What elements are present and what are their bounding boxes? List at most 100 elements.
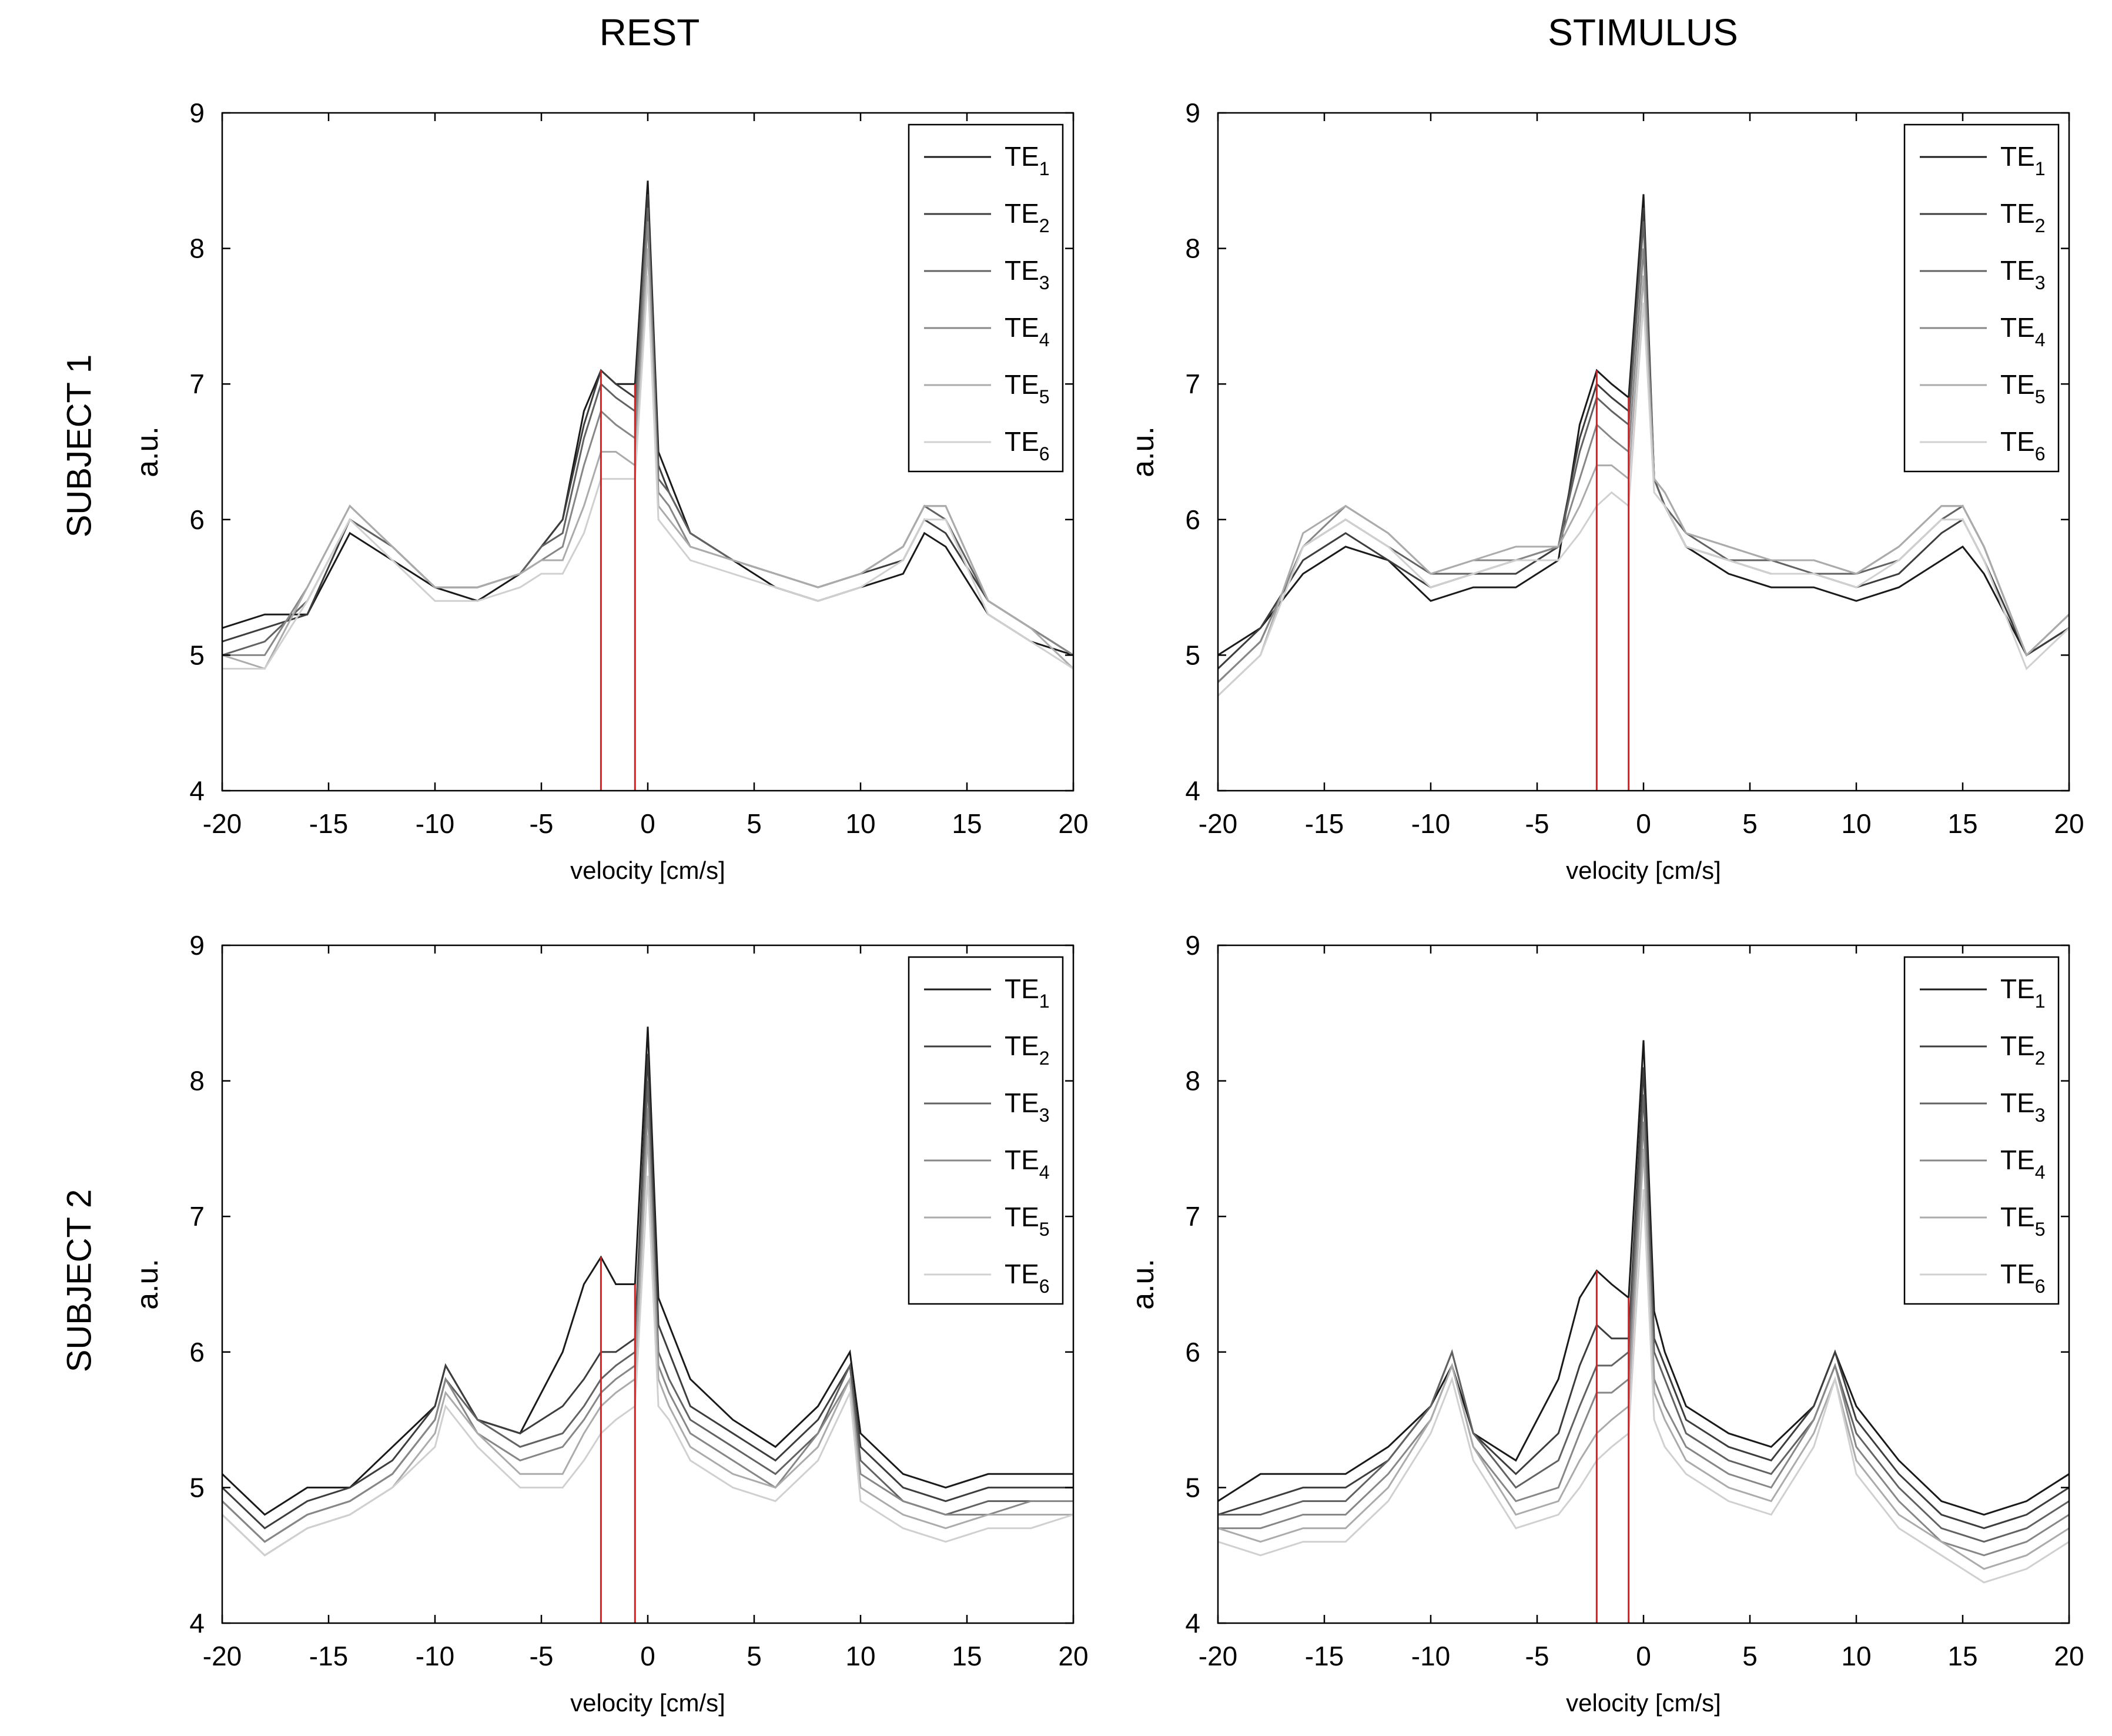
x-tick-label: -15 [309, 1641, 348, 1671]
legend-label-te4: TE4 [2000, 312, 2046, 350]
legend: TE1 TE2 TE3 TE4 TE5 TE6 [908, 956, 1064, 1305]
y-tick-label: 5 [189, 1472, 205, 1503]
y-tick-label: 8 [1185, 1066, 1200, 1096]
x-axis-label: velocity [cm/s] [1566, 1689, 1721, 1717]
legend-label-te1: TE1 [1005, 141, 1050, 179]
x-tick-label: 15 [952, 1641, 982, 1671]
x-tick-label: 20 [2054, 808, 2084, 839]
y-tick-label: 8 [189, 1066, 205, 1096]
x-tick-label: 20 [1058, 1641, 1088, 1671]
x-tick-label: 10 [1841, 808, 1871, 839]
series-line-te2 [221, 1053, 1073, 1530]
x-tick-label: -5 [530, 1641, 554, 1671]
x-tick-label: -10 [416, 1641, 454, 1671]
x-tick-label: -5 [1525, 1641, 1549, 1671]
x-tick-label: -10 [416, 808, 454, 839]
series-line-te4 [221, 1108, 1073, 1543]
x-tick-label: 5 [747, 1641, 762, 1671]
series-line-te6 [1217, 1189, 2070, 1584]
series-line-te5 [222, 248, 1075, 670]
chart-panel-s2-rest: -20 -15 -10 -5 0 5 10 15 20 4 5 6 7 8 9 velocity [cm/s]… [130, 930, 1089, 1717]
legend-label-te6: TE6 [1005, 1259, 1050, 1297]
x-tick-label: 10 [845, 1641, 875, 1671]
legend-label-te2: TE2 [1005, 1031, 1050, 1069]
legend-label-te5: TE5 [1005, 1202, 1050, 1240]
y-tick-label: 7 [189, 369, 205, 399]
legend-label-te3: TE3 [2000, 255, 2046, 293]
legend-label-te3: TE3 [1005, 255, 1050, 293]
y-tick-label: 5 [1185, 640, 1200, 670]
y-axis-label: a.u. [130, 426, 165, 477]
y-tick-label: 6 [189, 504, 205, 535]
series-line-te1 [221, 1026, 1073, 1516]
y-tick-label: 9 [189, 930, 205, 961]
series-line-te5 [1217, 275, 2070, 697]
x-tick-label: 0 [1636, 1641, 1651, 1671]
chart-panel-s1-stimulus: -20 -15 -10 -5 0 5 10 15 20 4 5 6 7 8 9 velocity [cm/s]… [1126, 98, 2084, 884]
y-tick-label: 6 [189, 1337, 205, 1367]
y-tick-label: 4 [189, 1608, 205, 1638]
legend-label-te5: TE5 [2000, 369, 2046, 407]
legend-label-te6: TE6 [2000, 426, 2046, 464]
legend-label-te4: TE4 [1005, 312, 1050, 350]
x-tick-label: -20 [1199, 1641, 1237, 1671]
y-tick-label: 4 [189, 775, 205, 806]
legend: TE1 TE2 TE3 TE4 TE5 TE6 [908, 123, 1064, 473]
x-tick-label: 0 [640, 1641, 655, 1671]
series-line-te4 [1218, 1121, 2070, 1557]
series-line-te5 [221, 1135, 1073, 1557]
chart-panel-s2-stimulus: -20 -15 -10 -5 0 5 10 15 20 4 5 6 7 8 9 velocity [cm/s]… [1126, 930, 2084, 1717]
x-tick-label: -20 [203, 808, 242, 839]
series-line-te6 [222, 275, 1074, 670]
x-tick-label: 15 [1947, 1641, 1977, 1671]
x-tick-label: -15 [309, 808, 348, 839]
legend-label-te6: TE6 [1005, 426, 1050, 464]
legend-label-te1: TE1 [1005, 974, 1050, 1012]
legend-box [1903, 123, 2060, 473]
series-line-te1 [1217, 1040, 2070, 1516]
legend-label-te4: TE4 [1005, 1145, 1050, 1183]
legend-box [908, 123, 1064, 473]
legend-box [908, 956, 1064, 1305]
x-tick-label: 20 [2054, 1641, 2084, 1671]
chart-panel-s1-rest: -20 -15 -10 -5 0 5 10 15 20 4 5 6 7 8 9 velocity [cm/s]… [130, 98, 1089, 884]
legend-label-te5: TE5 [2000, 1202, 2046, 1240]
y-tick-label: 8 [189, 233, 205, 264]
column-title-stimulus: STIMULUS [1548, 11, 1738, 53]
x-tick-label: -5 [530, 808, 554, 839]
column-title-rest: REST [599, 11, 700, 53]
y-tick-label: 7 [189, 1201, 205, 1232]
legend: TE1 TE2 TE3 TE4 TE5 TE6 [1903, 123, 2060, 473]
y-tick-label: 9 [1185, 98, 1200, 128]
legend-label-te1: TE1 [2000, 974, 2046, 1012]
x-tick-label: 0 [1636, 808, 1651, 839]
x-tick-label: -20 [203, 1641, 242, 1671]
legend-label-te1: TE1 [2000, 141, 2046, 179]
series-line-te3 [1218, 1094, 2070, 1543]
y-tick-label: 6 [1185, 504, 1200, 535]
legend-label-te2: TE2 [2000, 198, 2046, 236]
x-tick-label: -5 [1525, 808, 1549, 839]
y-tick-label: 6 [1185, 1337, 1200, 1367]
x-tick-label: 15 [1947, 808, 1977, 839]
x-tick-label: 10 [845, 808, 875, 839]
x-tick-label: 5 [1742, 808, 1758, 839]
y-tick-label: 7 [1185, 1201, 1200, 1232]
legend-label-te5: TE5 [1005, 369, 1050, 407]
y-tick-label: 4 [1185, 1608, 1200, 1638]
x-tick-label: -10 [1411, 1641, 1450, 1671]
y-axis-label: a.u. [1126, 426, 1160, 477]
x-tick-label: 10 [1841, 1641, 1871, 1671]
y-tick-label: 5 [1185, 1472, 1200, 1503]
legend: TE1 TE2 TE3 TE4 TE5 TE6 [1903, 956, 2060, 1305]
x-tick-label: 15 [952, 808, 982, 839]
x-tick-label: 5 [747, 808, 762, 839]
x-axis-label: velocity [cm/s] [570, 1689, 725, 1717]
x-tick-label: -15 [1305, 1641, 1344, 1671]
x-tick-label: 0 [640, 808, 655, 839]
series-line-te6 [1217, 302, 2070, 697]
series-line-te2 [1217, 208, 2070, 670]
y-tick-label: 4 [1185, 775, 1200, 806]
x-tick-label: 20 [1058, 808, 1088, 839]
x-axis-label: velocity [cm/s] [1566, 857, 1721, 884]
